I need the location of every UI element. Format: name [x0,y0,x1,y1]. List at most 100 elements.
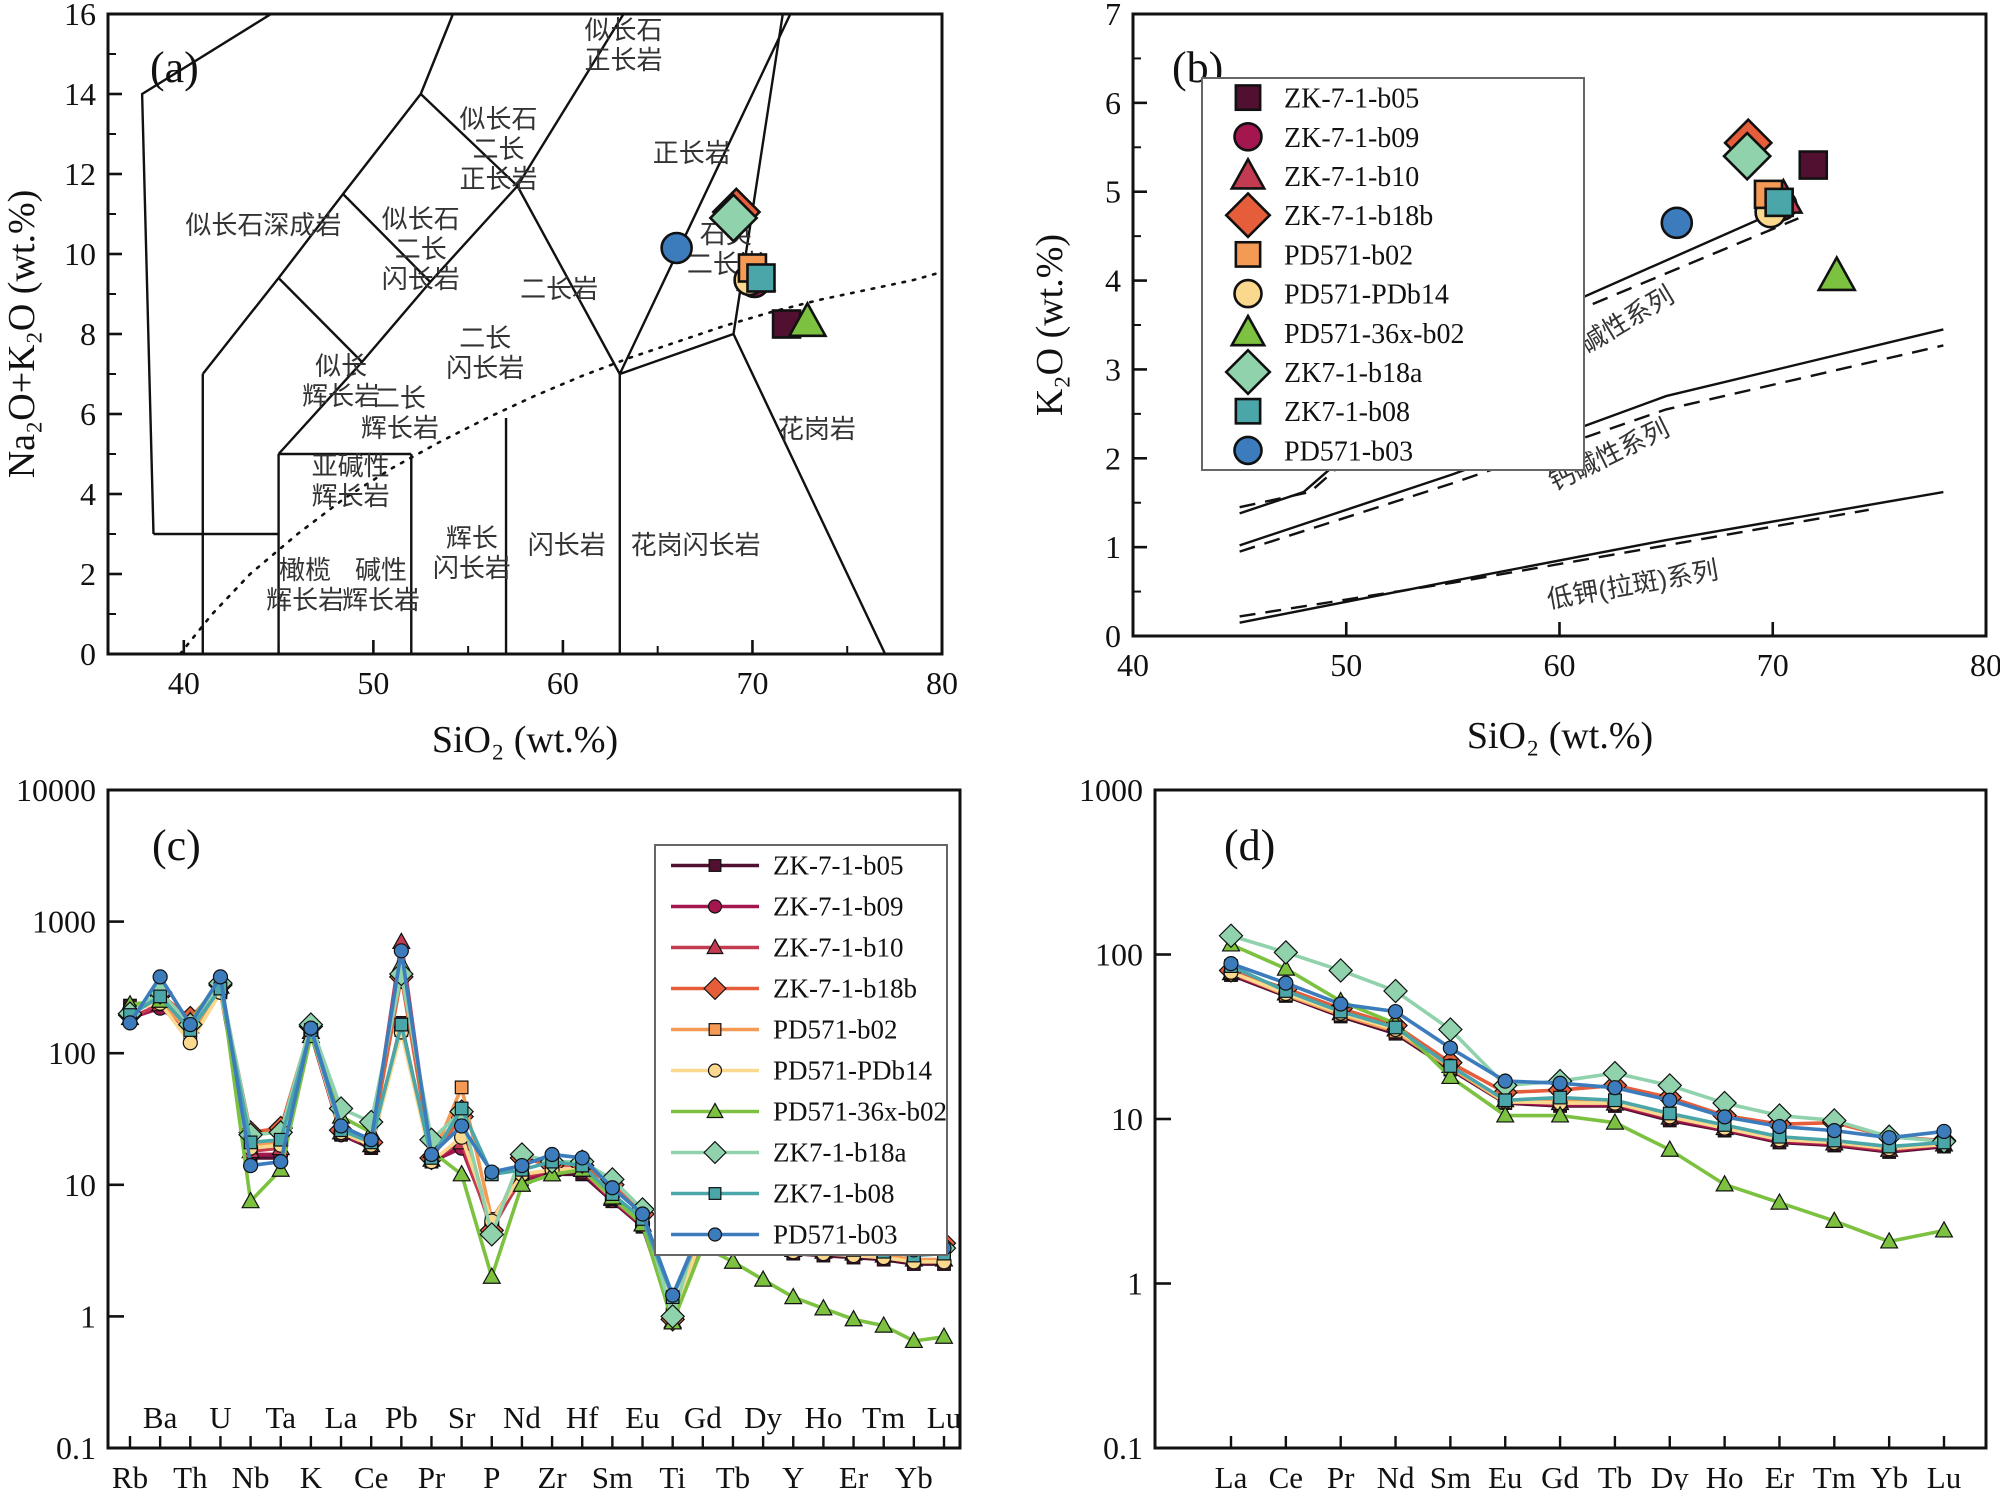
svg-text:70: 70 [1757,647,1789,683]
svg-text:花岗闪长岩: 花岗闪长岩 [631,530,761,560]
svg-text:1: 1 [1127,1266,1143,1302]
svg-text:Dy: Dy [744,1400,782,1435]
svg-text:辉长岩: 辉长岩 [312,481,390,511]
svg-text:二长: 二长 [395,234,447,264]
svg-text:P: P [483,1460,500,1490]
svg-text:50: 50 [1330,647,1362,683]
svg-text:7: 7 [1105,0,1121,32]
axes: 40 50 60 70 80 0 1 2 3 4 5 6 7 [1105,0,2000,683]
svg-text:0.1: 0.1 [1103,1430,1143,1466]
svg-text:60: 60 [1544,647,1576,683]
svg-text:Zr: Zr [537,1460,567,1490]
svg-text:Ho: Ho [1706,1460,1744,1490]
svg-text:二长岩: 二长岩 [520,274,598,304]
svg-text:0: 0 [1105,618,1121,654]
svg-text:Ce: Ce [354,1460,388,1490]
svg-text:40: 40 [1117,647,1149,683]
point-ZK7-1-b08 [1764,187,1794,218]
svg-text:PD571-b03: PD571-b03 [1284,436,1413,467]
sample-curves [117,932,957,1349]
svg-text:0.1: 0.1 [56,1430,96,1466]
svg-text:10: 10 [64,236,96,272]
svg-text:低钾(拉斑)系列: 低钾(拉斑)系列 [1545,555,1721,615]
svg-text:3: 3 [1105,351,1121,387]
svg-text:Gd: Gd [1541,1460,1579,1490]
svg-text:Tm: Tm [1813,1460,1856,1490]
field-boundaries [140,12,944,656]
svg-text:Pr: Pr [418,1460,446,1490]
svg-text:Dy: Dy [1651,1460,1689,1490]
y-axis-title-a: Na₂O+K₂O (wt.%) [1,190,43,479]
panel-tag-a: (a) [150,43,199,92]
svg-text:Ho: Ho [804,1400,842,1435]
svg-text:K: K [300,1460,323,1490]
svg-text:100: 100 [48,1035,96,1071]
panel-b: 钾玄岩系列高钾钙碱性系列钙碱性系列低钾(拉斑)系列405060708001234… [1029,0,2000,757]
svg-text:1: 1 [80,1298,96,1334]
svg-text:PD571-b03: PD571-b03 [773,1220,898,1250]
svg-text:ZK-7-1-b05: ZK-7-1-b05 [1284,84,1419,115]
svg-text:Y: Y [782,1460,804,1490]
svg-text:Lu: Lu [1927,1460,1961,1490]
svg-text:80: 80 [926,665,958,701]
svg-text:二长: 二长 [472,134,524,164]
svg-text:橄榄: 橄榄 [279,555,331,585]
svg-text:La: La [1215,1460,1248,1490]
svg-text:PD571-PDb14: PD571-PDb14 [1284,280,1449,311]
svg-text:Tb: Tb [716,1460,750,1490]
x-axis-title-a: SiO₂ (wt.%) [432,719,618,761]
svg-text:亚碱性: 亚碱性 [312,451,390,481]
svg-text:ZK-7-1-b10: ZK-7-1-b10 [1284,162,1419,193]
svg-text:Sr: Sr [448,1400,476,1435]
svg-text:似长: 似长 [315,351,367,381]
svg-text:Ti: Ti [659,1460,686,1490]
svg-text:4: 4 [1105,263,1121,299]
svg-text:1000: 1000 [32,904,96,940]
point-PD571-36x-b02 [787,300,828,338]
svg-text:40: 40 [168,665,200,701]
sample-points [660,187,828,339]
svg-text:正长岩: 正长岩 [585,45,663,75]
point-PD571-36x-b02 [1816,254,1857,292]
svg-text:6: 6 [80,396,96,432]
panel-d: 1000 100 10 1 0.1 La Ce Pr Nd Sm Eu Gd Tb Dy Ho Er Tm Yb L… [1079,772,1988,1490]
svg-text:Tm: Tm [862,1400,905,1435]
svg-text:PD571-b02: PD571-b02 [1284,240,1413,271]
svg-text:ZK7-1-b18a: ZK7-1-b18a [773,1138,906,1168]
svg-text:ZK-7-1-b09: ZK-7-1-b09 [773,892,903,922]
point-ZK7-1-b08 [746,263,776,293]
svg-text:Rb: Rb [112,1460,148,1490]
svg-text:Yb: Yb [1870,1460,1908,1490]
legend-b: ZK-7-1-b05 ZK-7-1-b09 ZK-7-1-b10 ZK-7-1-b18… [1201,77,1585,471]
svg-text:闪长岩: 闪长岩 [382,264,460,294]
svg-text:70: 70 [736,665,768,701]
svg-text:Th: Th [173,1460,208,1490]
svg-text:16: 16 [64,0,96,32]
svg-text:闪长岩: 闪长岩 [433,553,511,583]
svg-text:似长石深成岩: 似长石深成岩 [185,210,341,240]
svg-text:80: 80 [1970,647,2000,683]
svg-text:ZK-7-1-b09: ZK-7-1-b09 [1284,123,1419,154]
svg-text:辉长岩: 辉长岩 [342,585,420,615]
svg-text:ZK7-1-b18a: ZK7-1-b18a [1284,358,1423,389]
series-ZK7-1-b08 [1224,959,1951,1154]
series-ZK7-1-b18a [1218,923,1957,1154]
svg-text:8: 8 [80,316,96,352]
svg-text:Eu: Eu [1488,1460,1522,1490]
svg-text:碱性: 碱性 [355,555,407,585]
svg-text:Tb: Tb [1598,1460,1632,1490]
svg-text:PD571-36x-b02: PD571-36x-b02 [1284,319,1464,350]
svg-text:2: 2 [80,556,96,592]
svg-text:似长石: 似长石 [585,15,663,45]
sample-curves [1218,923,1957,1249]
svg-text:正长岩: 正长岩 [653,138,731,168]
series-PD571-36x-b02 [1221,934,1954,1249]
svg-text:似长石: 似长石 [459,104,537,134]
svg-text:Lu: Lu [927,1400,961,1435]
svg-text:12: 12 [64,156,96,192]
svg-text:Yb: Yb [895,1460,933,1490]
sample-points [1660,117,1857,292]
